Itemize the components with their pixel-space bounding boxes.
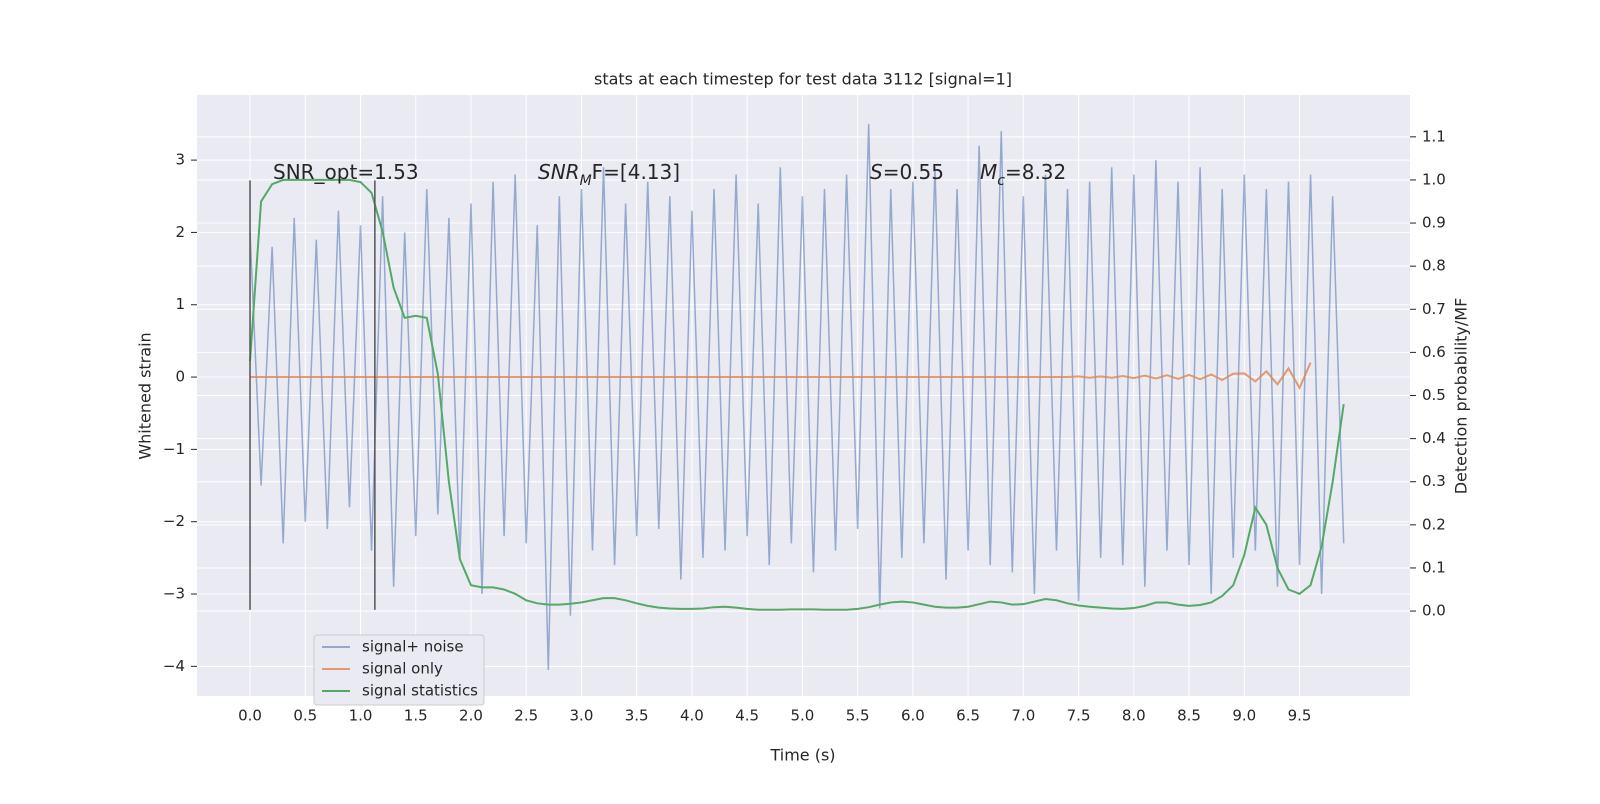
y2-tick-label: 0.1 <box>1422 558 1446 576</box>
legend-label: signal only <box>362 660 443 678</box>
annotation-part: SNR_opt=1.53 <box>273 160 419 184</box>
y-tick-label: 3 <box>175 151 185 169</box>
y-axis-label: Whitened strain <box>136 332 155 459</box>
x-tick-label: 6.0 <box>901 707 925 725</box>
y2-tick-label: 0.9 <box>1422 214 1446 232</box>
x-tick-label: 9.0 <box>1232 707 1256 725</box>
annotation-part: c <box>997 173 1005 189</box>
annotation-part: =0.55 <box>883 160 944 184</box>
y2-tick-label: 1.1 <box>1422 127 1446 145</box>
y-tick-label: 0 <box>175 368 185 386</box>
x-tick-label: 8.5 <box>1177 707 1201 725</box>
y2-tick-label: 0.5 <box>1422 386 1446 404</box>
x-axis-label: Time (s) <box>769 746 835 765</box>
x-tick-label: 0.0 <box>238 707 262 725</box>
y-tick-label: 2 <box>175 223 185 241</box>
y2-tick-label: 0.8 <box>1422 257 1446 275</box>
y2-tick-label: 0.4 <box>1422 429 1446 447</box>
annotation: Mc=8.32 <box>980 160 1066 190</box>
annotation-part: F=[4.13] <box>592 160 680 184</box>
x-tick-label: 0.5 <box>293 707 317 725</box>
x-tick-label: 7.0 <box>1011 707 1035 725</box>
y-tick-label: −3 <box>163 585 185 603</box>
x-tick-label: 4.0 <box>680 707 704 725</box>
annotation: S=0.55 <box>870 160 944 184</box>
y2-tick-label: 0.7 <box>1422 300 1446 318</box>
annotation-part: M <box>580 173 592 189</box>
legend: signal+ noise signal only signal statistic… <box>313 634 485 706</box>
y2-tick-label: 0.3 <box>1422 472 1446 490</box>
x-tick-label: 5.0 <box>790 707 814 725</box>
x-tick-label: 3.0 <box>570 707 594 725</box>
series-line <box>250 362 1312 391</box>
annotation-part: =8.32 <box>1005 160 1066 184</box>
annotation: SNR_opt=1.53 <box>273 160 419 184</box>
y-tick-label: −2 <box>163 512 185 530</box>
x-tick-label: 3.5 <box>625 707 649 725</box>
annotation-part: M <box>980 160 997 184</box>
y-tick-label: −1 <box>163 440 185 458</box>
y-tick-label: 1 <box>175 295 185 313</box>
legend-box <box>313 634 485 706</box>
y2-tick-label: 0.2 <box>1422 515 1446 533</box>
series-line <box>249 178 1345 611</box>
x-tick-label: 2.0 <box>459 707 483 725</box>
x-tick-label: 5.5 <box>846 707 870 725</box>
annotation: SNRMF=[4.13] <box>538 160 680 190</box>
annotation-part: SNR <box>538 160 580 184</box>
y2-tick-label: 0.0 <box>1422 602 1446 620</box>
x-tick-label: 2.5 <box>514 707 538 725</box>
legend-label: signal statistics <box>362 682 478 700</box>
series-line <box>249 123 1345 670</box>
x-tick-label: 1.0 <box>349 707 373 725</box>
grid <box>197 95 1410 696</box>
x-tick-label: 1.5 <box>404 707 428 725</box>
x-tick-label: 7.5 <box>1067 707 1091 725</box>
y2-axis-label: Detection probability/MF <box>1452 298 1471 495</box>
legend-label: signal+ noise <box>362 638 464 656</box>
annotation-part: S <box>870 160 883 184</box>
y-tick-label: −4 <box>163 657 185 675</box>
y2-tick-label: 1.0 <box>1422 170 1446 188</box>
x-tick-label: 8.0 <box>1122 707 1146 725</box>
x-tick-label: 9.5 <box>1288 707 1312 725</box>
x-tick-label: 6.5 <box>956 707 980 725</box>
x-tick-label: 4.5 <box>735 707 759 725</box>
chart-title: stats at each timestep for test data 311… <box>594 70 1012 89</box>
y2-tick-label: 0.6 <box>1422 343 1446 361</box>
